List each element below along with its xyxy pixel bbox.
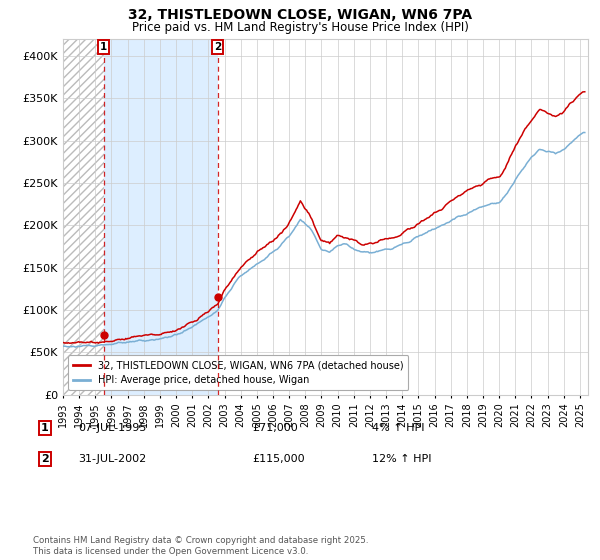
Text: 1: 1 bbox=[100, 42, 107, 52]
Legend: 32, THISTLEDOWN CLOSE, WIGAN, WN6 7PA (detached house), HPI: Average price, deta: 32, THISTLEDOWN CLOSE, WIGAN, WN6 7PA (d… bbox=[68, 356, 409, 390]
Text: 07-JUL-1995: 07-JUL-1995 bbox=[78, 423, 146, 433]
Text: 12% ↑ HPI: 12% ↑ HPI bbox=[372, 454, 431, 464]
Text: 2: 2 bbox=[41, 454, 49, 464]
Text: £71,000: £71,000 bbox=[252, 423, 298, 433]
Text: 1: 1 bbox=[41, 423, 49, 433]
Bar bbox=[104, 39, 218, 395]
Text: 32, THISTLEDOWN CLOSE, WIGAN, WN6 7PA: 32, THISTLEDOWN CLOSE, WIGAN, WN6 7PA bbox=[128, 8, 472, 22]
Text: Contains HM Land Registry data © Crown copyright and database right 2025.
This d: Contains HM Land Registry data © Crown c… bbox=[33, 536, 368, 556]
Text: 31-JUL-2002: 31-JUL-2002 bbox=[78, 454, 146, 464]
Text: £115,000: £115,000 bbox=[252, 454, 305, 464]
Text: 2: 2 bbox=[214, 42, 221, 52]
Bar bbox=[63, 39, 104, 395]
Text: 4% ↑ HPI: 4% ↑ HPI bbox=[372, 423, 425, 433]
Text: Price paid vs. HM Land Registry's House Price Index (HPI): Price paid vs. HM Land Registry's House … bbox=[131, 21, 469, 34]
